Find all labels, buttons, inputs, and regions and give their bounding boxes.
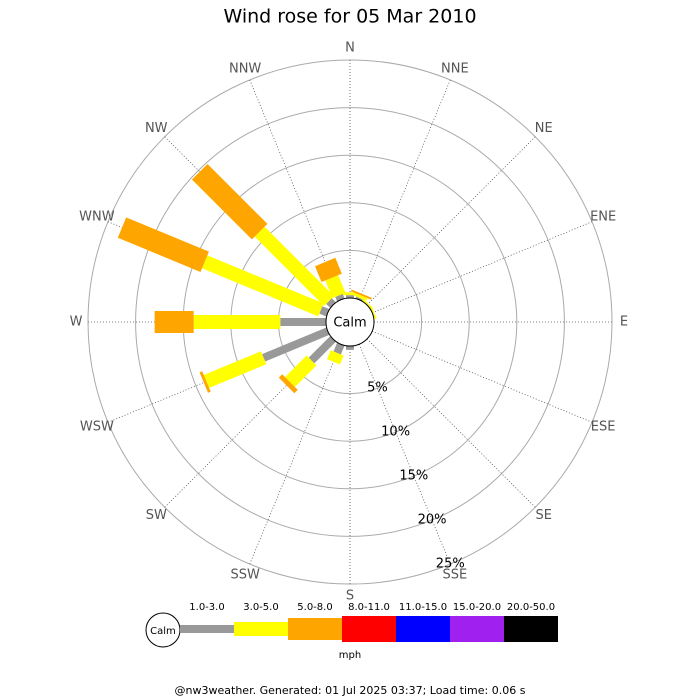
bar-segment <box>326 298 336 308</box>
spoke <box>249 344 342 565</box>
bar-segment <box>202 255 324 317</box>
r-tick-label: 20% <box>418 513 447 528</box>
ring <box>135 107 565 537</box>
legend-label: 15.0-20.0 <box>453 602 501 613</box>
direction-label: SW <box>146 508 167 523</box>
bar-segment <box>350 289 372 300</box>
bar-segment <box>203 351 267 388</box>
bar-segment <box>278 374 298 394</box>
legend-label: 20.0-50.0 <box>507 602 555 613</box>
legend-label: 1.0-3.0 <box>189 602 224 613</box>
legend: Calm mph 1.0-3.0 3.0-5.0 5.0-8.0 8.0-11.0 11… <box>145 602 558 661</box>
spoke <box>366 136 536 306</box>
legend-swatch <box>504 616 558 642</box>
direction-label: SSW <box>230 568 260 583</box>
direction-label: N <box>345 41 355 56</box>
legend-swatch <box>288 618 342 640</box>
spoke <box>358 79 451 300</box>
bar-segment <box>254 226 334 306</box>
unit-label: mph <box>339 650 361 661</box>
spoke <box>372 330 593 423</box>
r-tick-label: 25% <box>436 557 465 572</box>
bar-segment <box>353 292 368 301</box>
direction-label: SE <box>536 508 552 523</box>
calm-label: Calm <box>333 316 366 331</box>
direction-label: NW <box>145 121 168 136</box>
direction-label: NNW <box>229 61 261 76</box>
bar-segment <box>191 163 268 240</box>
legend-swatch <box>450 616 504 642</box>
legend-swatch <box>180 625 234 633</box>
direction-label: NE <box>535 121 553 136</box>
legend-label: 8.0-11.0 <box>348 602 390 613</box>
spoke <box>372 221 593 314</box>
direction-label: W <box>70 315 83 330</box>
bar-segment <box>319 306 330 317</box>
bar-segment <box>314 257 342 283</box>
bar-segment <box>335 293 345 302</box>
legend-swatch <box>396 616 450 642</box>
direction-label: E <box>620 315 628 330</box>
direction-label: WSW <box>80 419 114 434</box>
direction-label: ESE <box>591 419 616 434</box>
legend-swatch <box>234 622 288 636</box>
legend-calm-label: Calm <box>150 626 176 637</box>
calm-circle <box>325 297 375 347</box>
bar-segment <box>284 355 317 388</box>
direction-label: ENE <box>590 210 616 225</box>
r-tick-label: 5% <box>367 381 388 396</box>
chart-title: Wind rose for 05 Mar 2010 <box>223 6 476 28</box>
spoke <box>366 338 536 508</box>
bar-segment <box>199 371 211 393</box>
legend-label: 11.0-15.0 <box>399 602 447 613</box>
bar-segment <box>325 275 346 299</box>
direction-label: S <box>346 589 354 604</box>
spoke <box>358 344 451 565</box>
legend-label: 5.0-8.0 <box>297 602 332 613</box>
bar-segment <box>117 217 209 272</box>
direction-label: SSE <box>442 568 467 583</box>
legend-swatch <box>342 616 396 642</box>
footer: @nw3weather. Generated: 01 Jul 2025 03:3… <box>175 684 526 697</box>
r-tick-label: 15% <box>399 469 428 484</box>
direction-label: WNW <box>79 210 115 225</box>
bar-segment <box>308 336 336 364</box>
bar-segment <box>262 327 330 362</box>
legend-label: 3.0-5.0 <box>243 602 278 613</box>
bar-segment <box>333 342 345 355</box>
bars <box>117 163 377 394</box>
r-tick-label: 10% <box>381 425 410 440</box>
bar-segment <box>327 350 344 365</box>
direction-label: NNE <box>441 61 469 76</box>
